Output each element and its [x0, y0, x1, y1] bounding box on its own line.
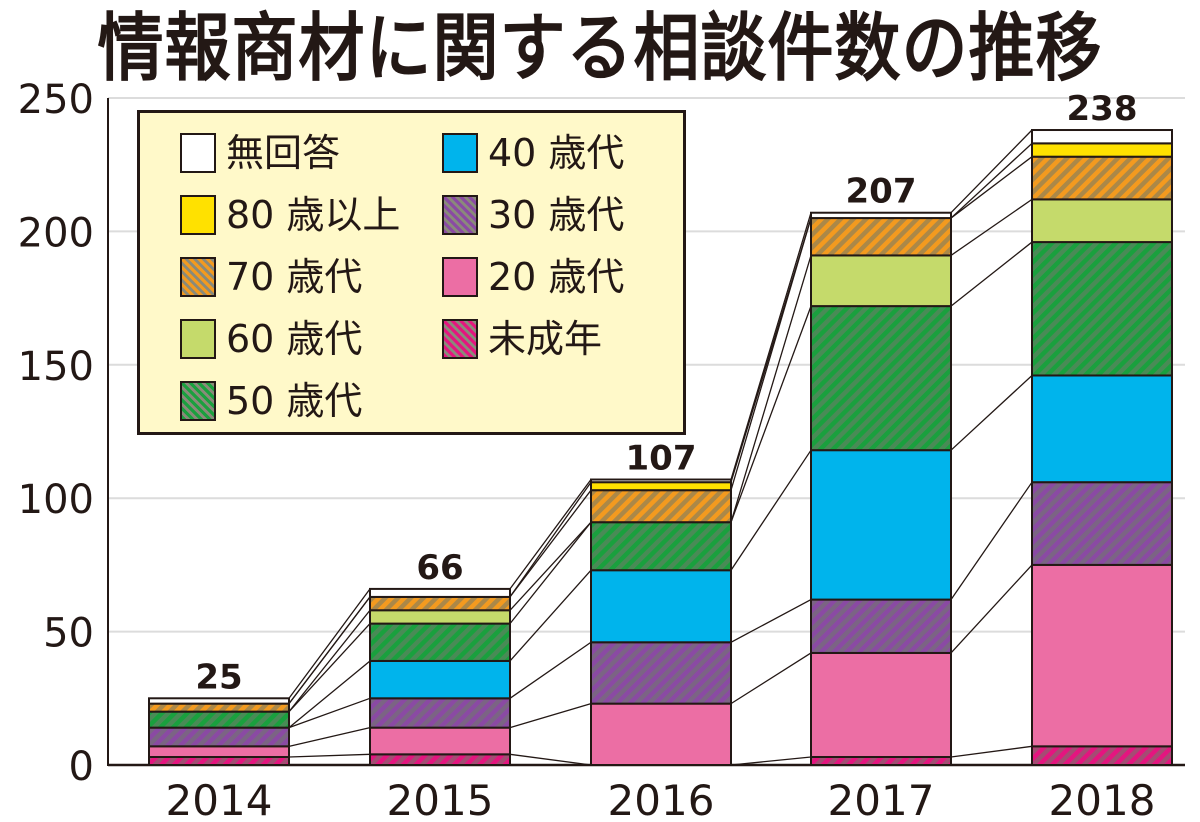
y-tick-label: 250	[18, 77, 94, 123]
bar-segment-minor	[810, 755, 952, 766]
legend-label: 無回答	[226, 131, 341, 175]
legend-item-60s: 60 歳代	[180, 309, 362, 369]
bar-segment-20s	[148, 745, 290, 758]
bar-segment-minor	[369, 753, 511, 767]
bar-segment-minor	[1031, 745, 1173, 766]
bar-2014: 25	[148, 657, 290, 766]
bar-segment-50s	[810, 305, 952, 452]
bar-total-label: 238	[1067, 89, 1138, 129]
x-axis: 2014 2015 2016 2017 2018	[166, 776, 1156, 822]
legend-swatch-icon	[180, 133, 216, 173]
bar-segment-70s	[1031, 155, 1173, 201]
x-tick-label: 2014	[166, 776, 273, 822]
legend-item-50s: 50 歳代	[180, 371, 362, 431]
bar-2018: 238	[1031, 89, 1173, 766]
bar-segment-40s	[590, 569, 732, 644]
bar-2015: 66	[369, 548, 511, 767]
legend-label: 30 歳代	[488, 193, 625, 237]
x-tick-label: 2016	[608, 776, 715, 822]
x-tick-label: 2015	[387, 776, 494, 822]
bar-segment-70s	[810, 217, 952, 257]
legend-label: 60 歳代	[226, 317, 363, 361]
bar-segment-40s	[369, 659, 511, 700]
y-tick-label: 150	[18, 344, 94, 390]
legend-label: 80 歳以上	[226, 193, 401, 237]
bar-segment-60s	[810, 254, 952, 308]
y-tick-label: 100	[18, 477, 94, 523]
bar-segment-20s	[369, 726, 511, 756]
bar-segment-30s	[810, 598, 952, 654]
bar-segment-70s	[369, 595, 511, 612]
legend-label: 40 歳代	[488, 131, 625, 175]
bar-segment-70s	[148, 702, 290, 713]
bar-segment-20s	[1031, 563, 1173, 748]
bar-segment-30s	[148, 726, 290, 748]
legend-item-70s: 70 歳代	[180, 247, 362, 307]
bar-segment-70s	[590, 489, 732, 524]
legend-item-80plus: 80 歳以上	[180, 185, 400, 245]
legend-item-30s: 30 歳代	[442, 185, 624, 245]
bar-segment-80plus	[1031, 142, 1173, 158]
bar-segment-60s	[369, 609, 511, 625]
legend-label: 70 歳代	[226, 255, 363, 299]
y-axis: 0 50 100 150 200 250	[18, 77, 1185, 790]
legend-swatch-icon	[442, 133, 478, 173]
x-tick-label: 2017	[828, 776, 935, 822]
legend-swatch-icon	[180, 257, 216, 297]
y-tick-label: 0	[69, 744, 94, 790]
legend-label: 20 歳代	[488, 255, 625, 299]
legend-swatch-icon	[180, 195, 216, 235]
bar-total-label: 25	[195, 657, 242, 697]
bar-segment-no_answer	[369, 587, 511, 598]
legend: 無回答 80 歳以上 70 歳代 60 歳代 50 歳代 40 歳代 30 歳代 20 歳代未…	[137, 110, 686, 435]
bar-segment-20s	[810, 651, 952, 758]
bar-segment-30s	[369, 697, 511, 729]
bar-segment-30s	[1031, 481, 1173, 566]
bar-segment-50s	[1031, 241, 1173, 377]
bar-segment-40s	[1031, 374, 1173, 484]
bars: 25 66 107 207 238	[148, 89, 1173, 767]
legend-item-40s: 40 歳代	[442, 123, 624, 183]
bar-segment-20s	[590, 702, 732, 766]
legend-label: 未成年	[488, 317, 603, 361]
bar-total-label: 107	[626, 439, 697, 479]
bar-2017: 207	[810, 172, 952, 766]
legend-item-minor: 未成年	[442, 309, 602, 369]
legend-swatch-icon	[442, 319, 478, 359]
legend-swatch-icon	[180, 381, 216, 421]
bar-segment-no_answer	[590, 478, 732, 484]
bar-segment-30s	[590, 641, 732, 705]
bar-segment-minor	[148, 755, 290, 766]
bar-2016: 107	[590, 439, 732, 766]
y-tick-label: 50	[43, 611, 94, 657]
bar-segment-60s	[1031, 198, 1173, 244]
bar-segment-80plus	[590, 481, 732, 492]
legend-item-no_answer: 無回答	[180, 123, 340, 183]
bar-total-label: 66	[416, 548, 463, 588]
x-tick-label: 2018	[1049, 776, 1156, 822]
legend-swatch-icon	[180, 319, 216, 359]
bar-segment-50s	[369, 622, 511, 662]
legend-item-20s: 20 歳代	[442, 247, 624, 307]
legend-swatch-icon	[442, 257, 478, 297]
legend-label: 50 歳代	[226, 379, 363, 423]
y-tick-label: 200	[18, 210, 94, 256]
bar-segment-50s	[590, 521, 732, 572]
bar-segment-no_answer	[1031, 129, 1173, 145]
bar-total-label: 207	[846, 172, 917, 212]
bar-segment-no_answer	[148, 697, 290, 705]
connector-lines	[288, 129, 1033, 766]
bar-segment-40s	[810, 449, 952, 601]
bar-segment-no_answer	[810, 211, 952, 220]
bar-segment-50s	[148, 710, 290, 729]
chart-title: 情報商材に関する相談件数の推移	[97, 5, 1103, 92]
legend-swatch-icon	[442, 195, 478, 235]
